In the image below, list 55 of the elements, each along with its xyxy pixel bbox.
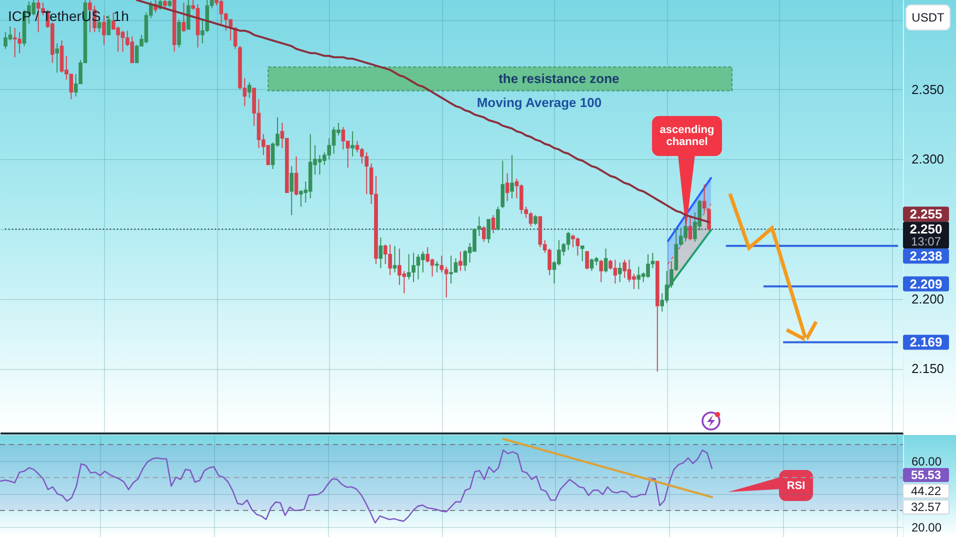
y-tick-label: 2.150	[912, 361, 944, 376]
candlestick	[618, 262, 622, 283]
candlestick	[294, 156, 298, 196]
candlestick	[102, 14, 106, 46]
y-tick-label: 2.300	[912, 152, 944, 167]
candlestick	[599, 259, 604, 283]
candlestick	[604, 248, 608, 273]
candlestick	[486, 218, 490, 244]
candlestick	[500, 160, 505, 209]
candlestick	[534, 214, 538, 226]
price-tag: 2.255	[903, 206, 949, 222]
candlestick	[496, 206, 500, 231]
band-label: the resistance zone	[498, 70, 620, 86]
candlestick	[392, 245, 397, 273]
candlestick	[247, 82, 252, 98]
y-axis-title: USDT	[912, 10, 945, 24]
ref-line-label: 2.169	[910, 334, 942, 350]
price-tag: 55.53	[903, 468, 949, 482]
candlestick	[688, 216, 692, 241]
candlestick	[350, 130, 354, 157]
price-tag: 2.250 13:07	[903, 222, 949, 249]
ref-line-label: 2.250	[910, 222, 942, 237]
ref-line-label: 2.209	[910, 276, 942, 292]
candlestick	[482, 226, 486, 242]
y-tick-label: 2.200	[912, 291, 944, 306]
y-tick-label: 60.00	[912, 454, 942, 469]
candlestick	[55, 42, 59, 74]
candlestick	[463, 250, 468, 272]
candlestick	[707, 208, 711, 231]
y-tick-label: 20.00	[912, 520, 942, 534]
candlestick	[106, 14, 111, 36]
candlestick	[290, 166, 294, 216]
ref-line-label: 2.238	[910, 248, 942, 264]
candlestick	[186, 0, 190, 30]
line-series	[0, 450, 713, 524]
price-tag: 44.22	[902, 484, 950, 498]
price-tag: 32.57	[902, 500, 950, 514]
price-tag: 2.238	[903, 248, 949, 264]
candlestick	[510, 154, 514, 199]
candlestick	[182, 2, 186, 33]
candlestick	[435, 260, 439, 273]
candlestick	[702, 184, 706, 213]
text: RSI	[786, 480, 806, 492]
price-tag: 2.169	[903, 334, 949, 350]
candlestick	[378, 236, 383, 269]
series-label: Moving Average 100	[476, 95, 602, 110]
candlestick	[458, 250, 462, 272]
candlestick	[580, 245, 584, 262]
annotation: ascending channel	[658, 124, 716, 148]
candlestick	[491, 214, 496, 234]
price-tag: 2.209	[903, 276, 949, 292]
candlestick	[177, 19, 181, 48]
candlestick	[505, 172, 510, 202]
y-tick-label: 2.350	[912, 82, 944, 97]
candlestick	[585, 250, 589, 270]
